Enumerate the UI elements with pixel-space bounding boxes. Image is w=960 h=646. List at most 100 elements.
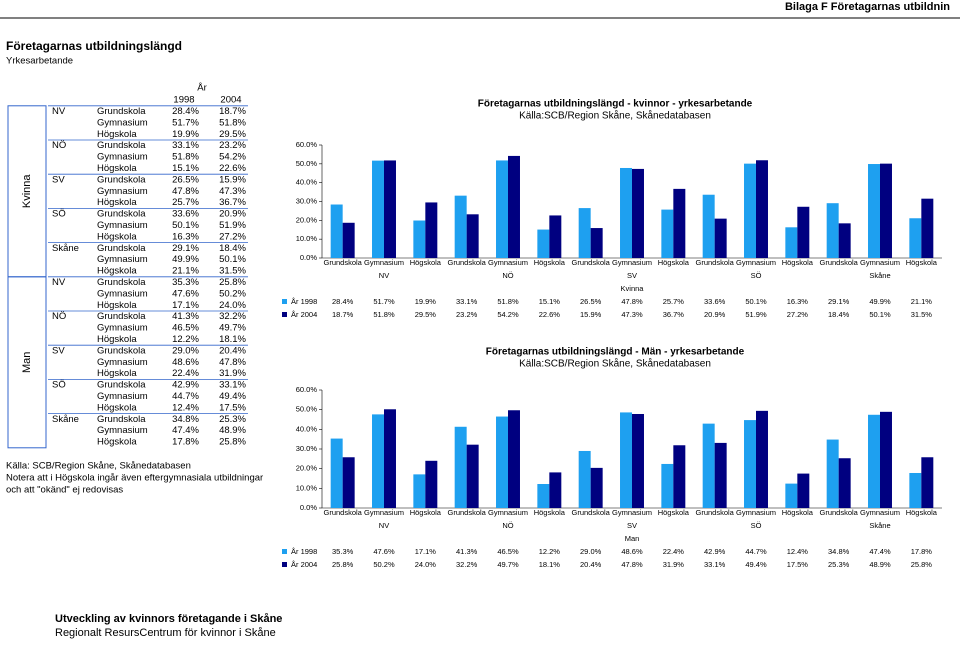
table-value: 15.9% xyxy=(219,174,246,185)
table-value: 48.9% xyxy=(219,425,246,436)
table-region: Skåne xyxy=(52,243,79,254)
data-table-value: 34.8% xyxy=(828,547,850,556)
table-value: 35.3% xyxy=(172,277,199,288)
bar xyxy=(590,467,603,508)
table-value: 44.7% xyxy=(172,391,199,402)
table-value: 50.1% xyxy=(219,254,246,265)
table-group-label: Kvinna xyxy=(21,174,33,209)
chart-subtitle: Källa:SCB/Region Skåne, Skånedatabasen xyxy=(519,358,711,370)
table-value: 25.8% xyxy=(219,277,246,288)
data-table-value: 12.4% xyxy=(787,547,809,556)
x-tick-label: Gymnasium xyxy=(736,258,776,267)
table-level: Högskola xyxy=(97,368,137,379)
table-region: SV xyxy=(52,345,65,356)
table-value: 49.7% xyxy=(219,323,246,334)
bar xyxy=(578,208,591,258)
bar xyxy=(549,472,562,508)
table-value: 31.9% xyxy=(219,368,246,379)
data-table-value: 51.7% xyxy=(373,297,395,306)
table-value: 31.5% xyxy=(219,266,246,277)
data-table-value: 36.7% xyxy=(663,310,685,319)
data-table-value: 25.3% xyxy=(828,560,850,569)
data-table-value: 19.9% xyxy=(415,297,437,306)
bar xyxy=(838,223,851,258)
table-level: Gymnasium xyxy=(97,425,148,436)
data-table-value: 12.2% xyxy=(539,547,561,556)
table-value: 32.2% xyxy=(219,311,246,322)
data-table-value: 50.1% xyxy=(869,310,891,319)
x-tick-label: Gymnasium xyxy=(736,508,776,517)
table-column: 2004 xyxy=(220,95,241,106)
table-level: Gymnasium xyxy=(97,220,148,231)
y-tick-label: 60.0% xyxy=(296,385,318,394)
x-tick-label: Högskola xyxy=(534,508,566,517)
table-region: NV xyxy=(52,106,66,117)
table-value: 47.8% xyxy=(172,186,199,197)
table-value: 17.1% xyxy=(172,300,199,311)
bar xyxy=(880,163,892,258)
table-value: 47.4% xyxy=(172,425,199,436)
data-table-value: 51.8% xyxy=(497,297,519,306)
legend-swatch xyxy=(282,312,287,317)
x-tick-label: Grundskola xyxy=(819,258,858,267)
legend-swatch xyxy=(282,549,287,554)
legend-label: År 2004 xyxy=(291,560,317,569)
y-tick-label: 40.0% xyxy=(296,178,318,187)
data-table-value: 20.4% xyxy=(580,560,602,569)
table-value: 29.0% xyxy=(172,345,199,356)
data-table-value: 47.3% xyxy=(621,310,643,319)
x-tick-label: Gymnasium xyxy=(488,258,528,267)
data-table-value: 48.9% xyxy=(869,560,891,569)
x-tick-label: Grundskola xyxy=(323,258,362,267)
data-table-value: 25.7% xyxy=(663,297,685,306)
footer-title: Utveckling av kvinnors företagande i Skå… xyxy=(55,613,282,625)
table-level: Gymnasium xyxy=(97,391,148,402)
table-level: Högskola xyxy=(97,163,137,174)
table-level: Högskola xyxy=(97,334,137,345)
bar xyxy=(342,222,355,258)
data-table-value: 29.5% xyxy=(415,310,437,319)
data-table-value: 22.4% xyxy=(663,547,685,556)
table-value: 50.2% xyxy=(219,288,246,299)
table-value: 51.9% xyxy=(219,220,246,231)
note: Notera att i Högskola ingår även eftergy… xyxy=(6,473,263,484)
y-tick-label: 60.0% xyxy=(296,140,318,149)
data-table-value: 17.8% xyxy=(911,547,933,556)
table-level: Högskola xyxy=(97,300,137,311)
y-tick-label: 30.0% xyxy=(296,444,318,453)
table-region: NV xyxy=(52,277,66,288)
bar xyxy=(880,411,892,508)
table-level: Grundskola xyxy=(97,414,146,425)
bar xyxy=(661,209,674,258)
footer-subtitle: Regionalt ResursCentrum för kvinnor i Sk… xyxy=(55,627,276,639)
chart-title: Företagarnas utbildningslängd - Män - yr… xyxy=(486,347,745,358)
bar xyxy=(744,420,756,508)
y-tick-label: 20.0% xyxy=(296,215,318,224)
bar xyxy=(496,160,508,258)
table-value: 18.1% xyxy=(219,334,246,345)
data-table-value: 31.5% xyxy=(911,310,933,319)
table-level: Gymnasium xyxy=(97,152,148,163)
table-level: Grundskola xyxy=(97,277,146,288)
bar xyxy=(909,218,922,258)
table-value: 25.7% xyxy=(172,197,199,208)
x-tick-label: Gymnasium xyxy=(364,508,404,517)
bar xyxy=(673,445,686,508)
bar xyxy=(838,458,851,508)
bar xyxy=(508,410,520,508)
bar xyxy=(413,220,426,258)
bar xyxy=(425,202,438,258)
table-value: 16.3% xyxy=(172,231,199,242)
data-table-value: 18.7% xyxy=(332,310,354,319)
x-tick-label: Högskola xyxy=(410,258,442,267)
table-group-label: Man xyxy=(21,352,33,373)
data-table-value: 22.6% xyxy=(539,310,561,319)
x-group-label: NV xyxy=(379,521,389,530)
table-value: 33.6% xyxy=(172,209,199,220)
table-header: År xyxy=(197,83,207,94)
x-axis-label: Kvinna xyxy=(621,284,645,293)
table-value: 21.1% xyxy=(172,266,199,277)
data-table-value: 47.6% xyxy=(373,547,395,556)
bar xyxy=(496,416,508,508)
table-level: Gymnasium xyxy=(97,186,148,197)
